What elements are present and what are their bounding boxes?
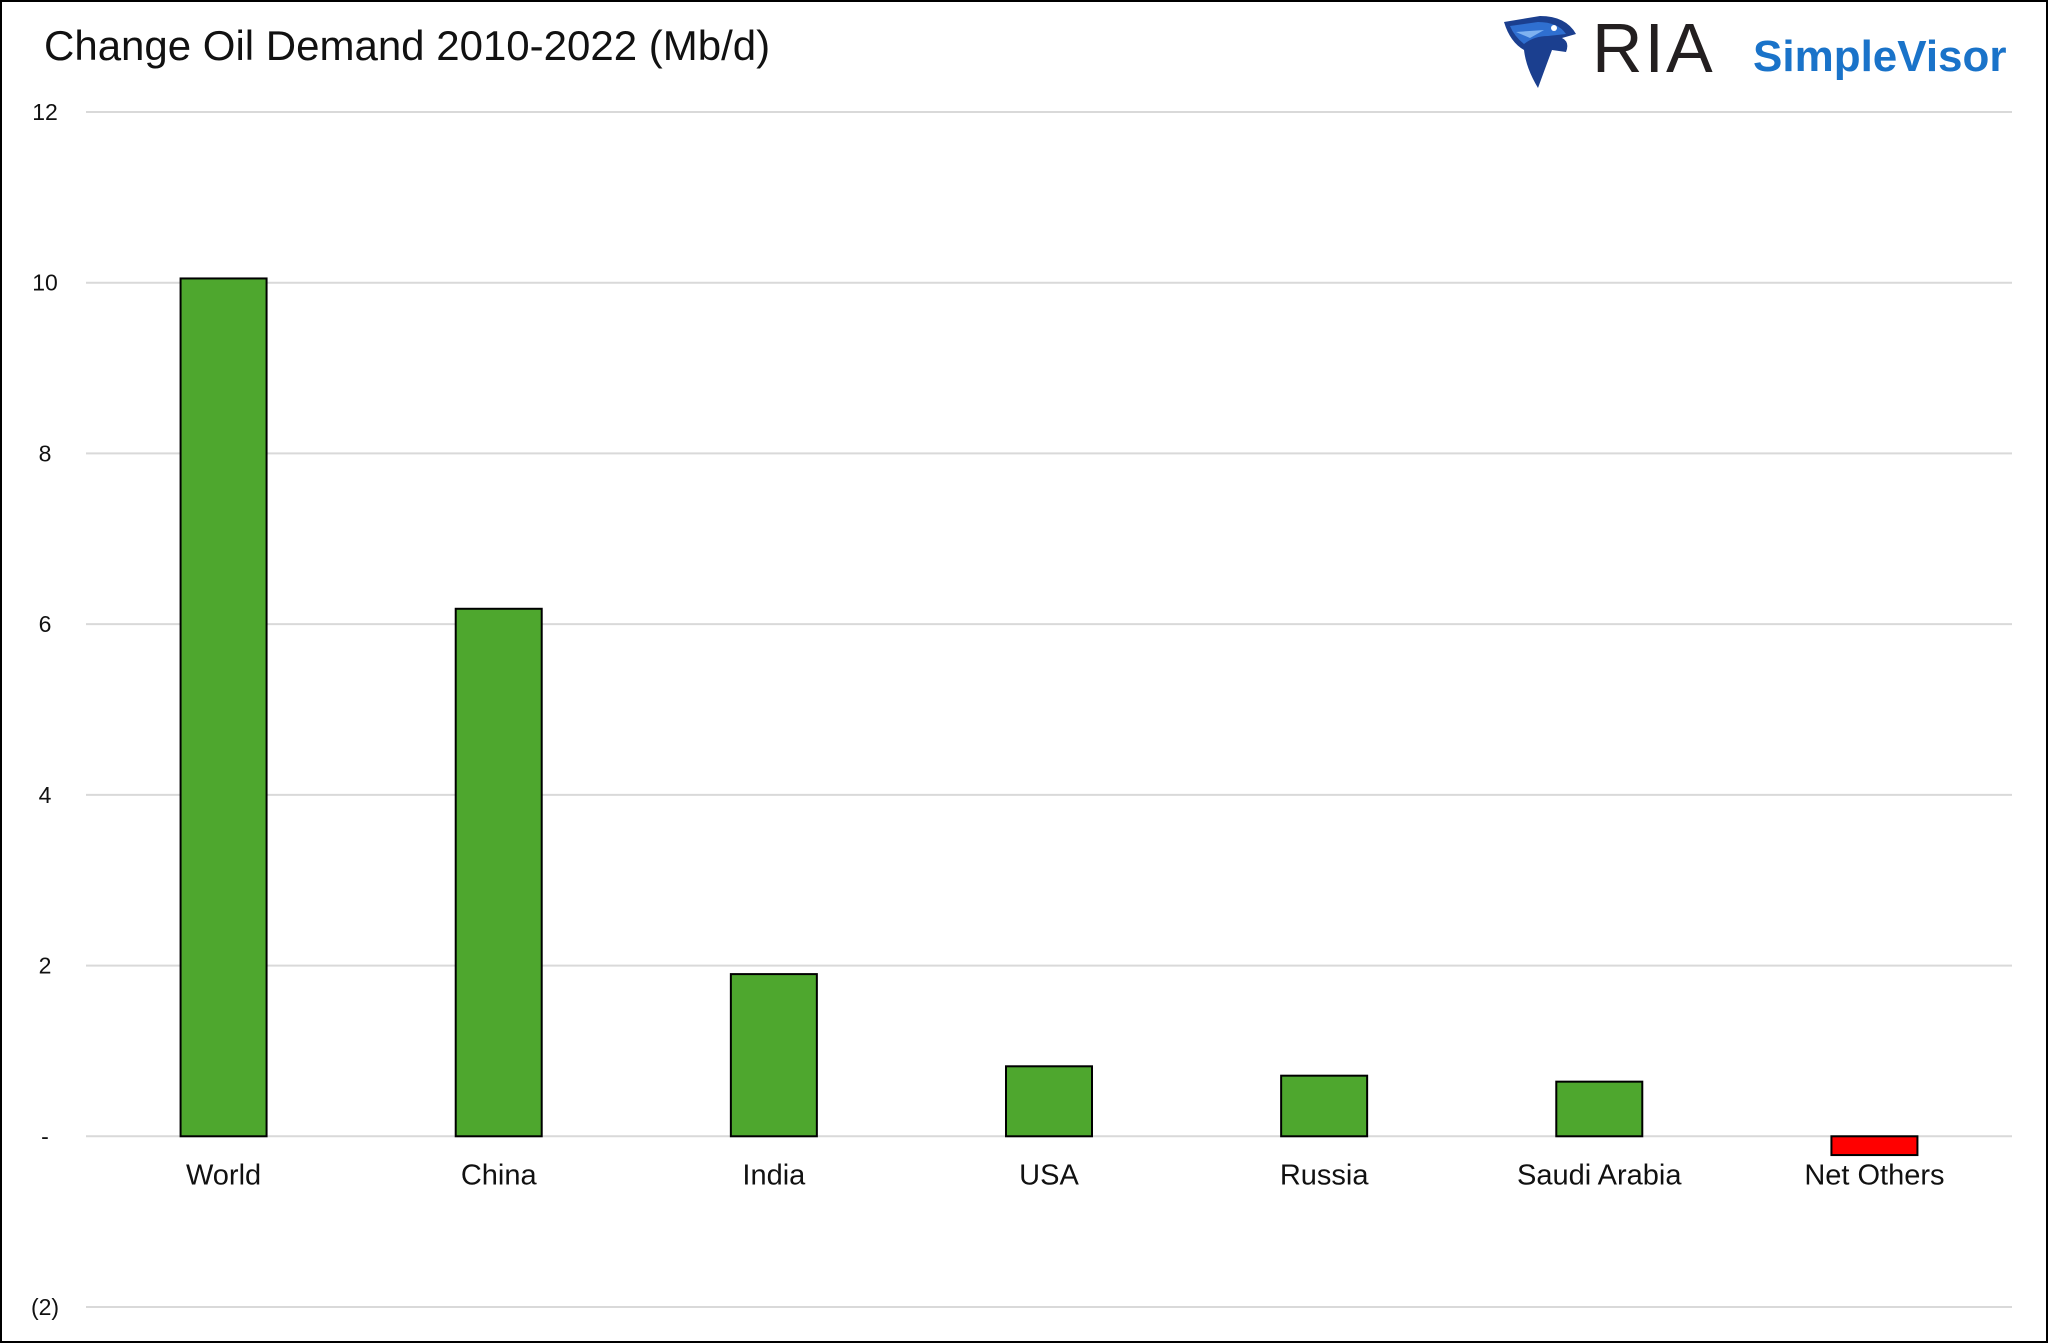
x-tick-label: World (186, 1159, 261, 1191)
y-tick-label: 10 (32, 270, 58, 296)
logo-product-text: SimpleVisor (1753, 32, 2007, 81)
y-tick-label: 8 (39, 440, 52, 466)
eagle-head-icon (1504, 16, 1576, 88)
bar-russia (1280, 1074, 1369, 1138)
y-tick-label: - (41, 1123, 49, 1149)
y-tick-label: 12 (32, 99, 58, 125)
bars (179, 277, 1919, 1157)
bar-china (454, 607, 543, 1138)
bar-saudi-arabia (1555, 1080, 1644, 1138)
x-tick-label: Russia (1280, 1159, 1370, 1191)
bar-india (729, 973, 818, 1138)
x-axis-ticks: World China India USA Russia Saudi Arabia Net … (186, 1159, 1945, 1191)
x-tick-label: India (742, 1159, 806, 1191)
x-tick-label: China (461, 1159, 538, 1191)
x-tick-label: Net Others (1804, 1159, 1944, 1191)
bar-usa (1005, 1065, 1093, 1138)
bar-world (179, 277, 268, 1138)
x-tick-label: USA (1019, 1159, 1079, 1191)
bar-net-others (1830, 1135, 1919, 1157)
y-tick-label: 2 (39, 953, 52, 979)
y-tick-label: 6 (39, 611, 52, 637)
y-axis-ticks: 12 10 8 6 4 2 - (2) (31, 99, 59, 1320)
y-tick-label: (2) (31, 1294, 59, 1320)
x-tick-label: Saudi Arabia (1517, 1159, 1682, 1191)
y-tick-label: 4 (39, 782, 52, 808)
ria-simplevisor-logo: RIA SimpleVisor (1500, 9, 2010, 96)
logo-brand-text: RIA (1592, 9, 1715, 87)
chart-title: Change Oil Demand 2010-2022 (Mb/d) (44, 22, 771, 69)
